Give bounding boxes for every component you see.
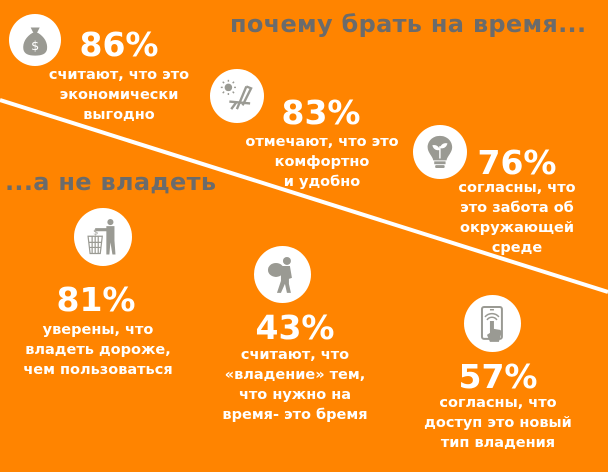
stat-desc-83: отмечают, что это комфортно и удобно <box>245 132 398 192</box>
desc-line: экономически <box>59 87 179 103</box>
desc-line: согласны, что <box>458 180 576 196</box>
stat-percent-83: 83% <box>281 93 361 132</box>
stat-percent-81: 81% <box>56 280 136 319</box>
stat-desc-43: считают, что «владение» тем, что нужно на в… <box>222 345 367 425</box>
desc-line: время- это бремя <box>222 407 368 423</box>
desc-line: доступ это новый <box>424 415 572 431</box>
title-why-rent: почему брать на время... <box>230 10 587 38</box>
desc-line: тип владения <box>440 435 556 451</box>
svg-text:$: $ <box>31 39 39 54</box>
desc-line: считают, что <box>240 347 350 363</box>
title-not-own: ...а не владеть <box>5 168 217 196</box>
svg-text:$: $ <box>93 226 98 236</box>
desc-line: комфортно <box>274 154 370 170</box>
eco-lightbulb-icon <box>413 125 467 179</box>
desc-line: считают, что это <box>48 67 190 83</box>
stat-percent-86: 86% <box>79 25 159 64</box>
desc-line: среде <box>491 240 543 256</box>
stat-percent-43: 43% <box>255 308 335 347</box>
desc-line: уверены, что <box>42 322 154 338</box>
desc-line: отмечают, что это <box>245 134 399 150</box>
stat-percent-57: 57% <box>458 357 538 396</box>
stat-desc-81: уверены, что владеть дороже, чем пользоват… <box>23 320 172 380</box>
money-bag-icon: $ <box>9 14 61 66</box>
desc-line: окружающей <box>460 220 574 236</box>
smartphone-touch-icon <box>464 295 521 352</box>
desc-line: «владение» тем, <box>224 367 366 383</box>
desc-line: согласны, что <box>439 395 557 411</box>
desc-line: что нужно на <box>238 387 352 403</box>
desc-line: выгодно <box>83 107 155 123</box>
desc-line: и удобно <box>283 174 361 190</box>
desc-line: это забота об <box>460 200 574 216</box>
stat-desc-86: считают, что это экономически выгодно <box>49 65 189 125</box>
stat-percent-76: 76% <box>477 143 557 182</box>
beach-chair-sun-icon <box>210 69 264 123</box>
money-trash-icon: $ <box>74 208 132 266</box>
stat-desc-76: согласны, что это забота об окружающей сред… <box>458 178 575 258</box>
burden-carrier-icon <box>254 246 311 303</box>
stat-desc-57: согласны, что доступ это новый тип владени… <box>424 393 572 453</box>
desc-line: чем пользоваться <box>23 362 173 378</box>
desc-line: владеть дороже, <box>25 342 171 358</box>
